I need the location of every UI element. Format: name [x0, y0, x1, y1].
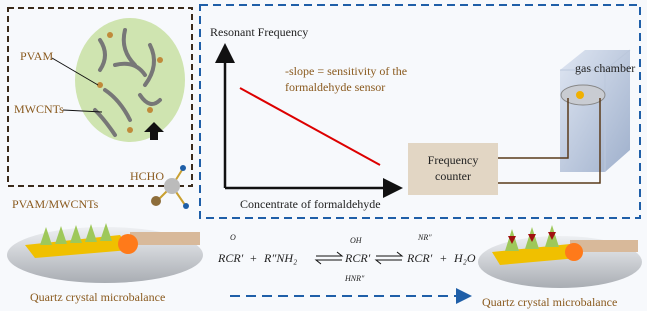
eq-text: H₂O — [453, 251, 476, 265]
contact — [565, 243, 583, 261]
label: PVAM — [20, 49, 53, 63]
eq-text: HNR″ — [344, 274, 365, 283]
eq-text: R″NH₂ — [263, 251, 297, 265]
equilibrium — [316, 252, 342, 264]
diagram: PVAM MWCNTs HCHO PVAM/MWCNTs Quartz crys… — [0, 0, 647, 311]
eq-text: RCR′ — [406, 251, 433, 265]
label: MWCNTs — [14, 102, 64, 116]
x-axis-label: Concentrate of formaldehyde — [240, 197, 381, 211]
label: PVAM/MWCNTs — [12, 197, 99, 211]
eq-text: O — [230, 233, 236, 242]
eq-text: + — [440, 251, 447, 265]
label: HCHO — [130, 169, 164, 183]
counter-label: counter — [435, 169, 471, 183]
eq-text: + — [250, 251, 257, 265]
eq-text: OH — [350, 236, 363, 245]
electrode — [130, 232, 200, 245]
chamber-label: gas chamber — [575, 61, 635, 75]
annotation: -slope = sensitivity of the — [285, 64, 407, 78]
contact — [118, 234, 138, 254]
label: Quartz crystal microbalance — [482, 295, 617, 309]
annotation: formaldehyde sensor — [285, 80, 385, 94]
counter-label: Frequency — [428, 153, 479, 167]
polymer-blob — [75, 18, 185, 142]
label: Quartz crystal microbalance — [30, 290, 165, 304]
chamber-sensor — [576, 91, 584, 99]
eq-text: RCR′ — [217, 251, 244, 265]
eq-text: RCR′ — [344, 251, 371, 265]
eq-text: NR″ — [417, 233, 432, 242]
y-axis-label: Resonant Frequency — [210, 25, 308, 39]
equilibrium — [376, 252, 402, 264]
trend-line — [240, 88, 380, 165]
